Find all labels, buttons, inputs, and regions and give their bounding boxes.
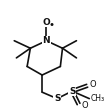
Text: O: O [89, 80, 96, 89]
Text: O: O [43, 18, 50, 27]
Text: CH₃: CH₃ [90, 94, 104, 103]
Text: O: O [82, 101, 88, 110]
Text: S: S [54, 94, 60, 103]
Text: •: • [48, 20, 54, 30]
Text: S: S [69, 87, 75, 96]
Text: N: N [43, 36, 50, 45]
